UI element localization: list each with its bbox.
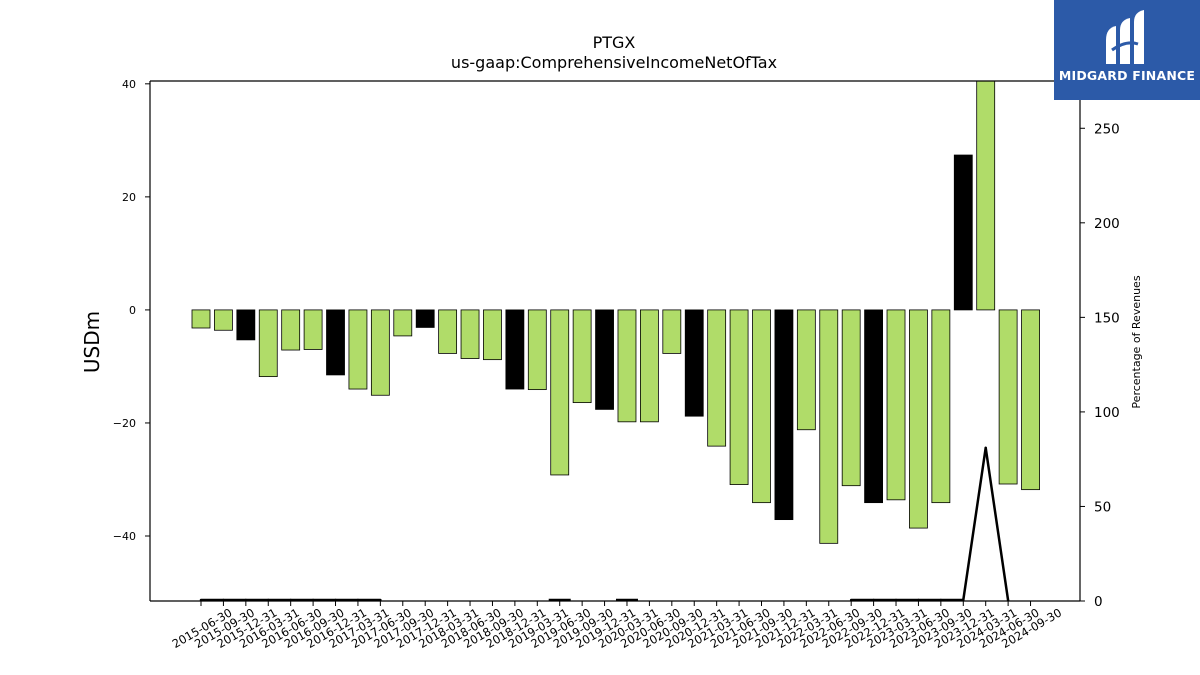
- bar-2019-06-30: [550, 309, 570, 476]
- axes-layer: [149, 80, 1081, 602]
- chart-subtitle: us-gaap:ComprehensiveIncomeNetOfTax: [451, 53, 777, 72]
- bar-2024-03-31: [976, 80, 996, 311]
- bar-2018-03-31: [438, 309, 458, 354]
- bar-2021-06-30: [729, 309, 749, 485]
- brand-name: MIDGARD FINANCE: [1058, 68, 1196, 83]
- pct-line-segment-35: [984, 446, 1010, 602]
- bar-2021-03-31: [707, 309, 727, 447]
- bar-2022-09-30: [841, 309, 861, 487]
- bar-2015-12-31: [236, 309, 256, 341]
- bar-2023-12-31: [953, 154, 973, 311]
- bar-2017-06-30: [370, 309, 390, 396]
- bar-2015-06-30: [191, 309, 211, 329]
- bar-2021-12-31: [774, 309, 794, 521]
- logo-mark-icon: [1106, 10, 1144, 64]
- bar-2016-09-30: [303, 309, 323, 350]
- bar-2017-12-31: [415, 309, 435, 328]
- bar-2022-12-31: [864, 309, 883, 504]
- bar-2020-06-30: [640, 309, 659, 423]
- bar-2020-03-31: [617, 309, 637, 423]
- bar-2018-09-30: [483, 309, 502, 361]
- bar-2017-09-30: [393, 309, 413, 337]
- bar-2017-03-31: [348, 309, 368, 390]
- y2-tick-label: 250: [1094, 121, 1120, 137]
- chart-title: PTGX: [593, 33, 636, 52]
- bar-2019-12-31: [595, 309, 614, 410]
- y2-tick-label: 0: [1094, 594, 1103, 610]
- bar-2020-09-30: [662, 309, 682, 354]
- bar-2023-03-31: [886, 309, 906, 501]
- bar-2022-03-31: [796, 309, 816, 431]
- y2-tick-label: 100: [1094, 405, 1120, 421]
- y-tick-label: −40: [113, 530, 136, 543]
- bar-2021-09-30: [752, 309, 771, 504]
- pct-line-segment-34: [962, 446, 987, 602]
- y-tick-label: 0: [129, 304, 136, 317]
- y-tick-label: −20: [113, 417, 136, 430]
- bar-2023-09-30: [931, 309, 951, 504]
- y-axis-label: USDm: [80, 311, 104, 373]
- bar-2024-09-30: [1021, 309, 1040, 491]
- bar-2016-12-31: [326, 309, 345, 376]
- bar-2015-09-30: [214, 309, 233, 331]
- y-tick-label: 20: [122, 191, 136, 204]
- bar-2016-06-30: [281, 309, 301, 351]
- bar-2018-06-30: [460, 309, 480, 359]
- y2-tick-label: 50: [1094, 499, 1111, 515]
- bar-2020-12-31: [684, 309, 704, 417]
- bar-2019-09-30: [572, 309, 592, 404]
- y2-tick-label: 200: [1094, 216, 1120, 232]
- bar-2022-06-30: [819, 309, 839, 544]
- bar-2019-03-31: [527, 309, 547, 391]
- bar-2016-03-31: [258, 309, 278, 378]
- percentage-line-layer: [199, 446, 1010, 602]
- y2-axis-label: Percentage of Revenues: [1130, 275, 1143, 408]
- bar-2023-06-30: [909, 309, 928, 529]
- bars-layer: [191, 80, 1040, 544]
- ticks-layer: −40−20020400501001502002502015-06-302015…: [113, 78, 1120, 651]
- y2-tick-label: 150: [1094, 310, 1120, 326]
- bar-2024-06-30: [998, 309, 1018, 485]
- bar-2018-12-31: [505, 309, 525, 390]
- brand-logo: MIDGARD FINANCE: [1054, 0, 1200, 100]
- y-tick-label: 40: [122, 78, 136, 91]
